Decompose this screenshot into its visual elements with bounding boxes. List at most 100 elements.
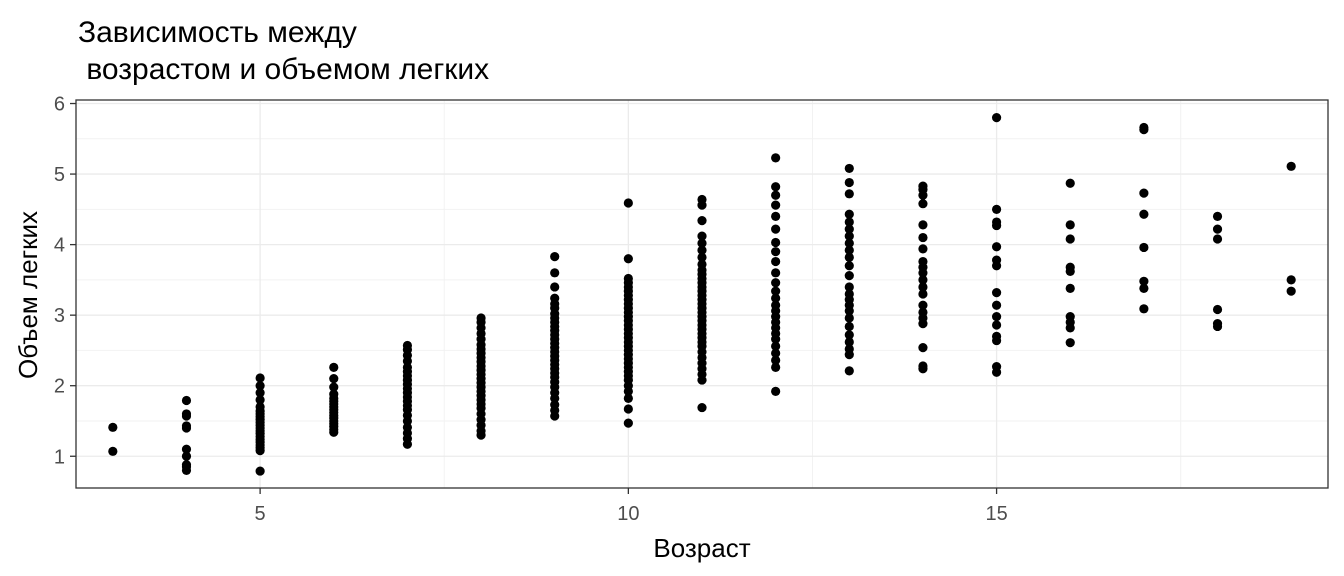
data-point bbox=[771, 237, 781, 248]
y-tick-label: 2 bbox=[54, 376, 65, 398]
data-point bbox=[550, 282, 560, 292]
data-point bbox=[991, 204, 1002, 214]
data-point bbox=[1212, 224, 1223, 234]
data-point bbox=[844, 289, 854, 299]
data-point bbox=[844, 217, 854, 227]
data-point bbox=[918, 244, 928, 254]
data-point bbox=[918, 282, 928, 292]
data-point bbox=[402, 362, 413, 372]
data-point bbox=[329, 382, 339, 392]
data-point bbox=[550, 268, 560, 278]
data-point bbox=[771, 256, 781, 267]
data-point bbox=[991, 362, 1002, 372]
data-point bbox=[844, 337, 854, 347]
data-point bbox=[1139, 283, 1149, 293]
x-axis-title: Возраст bbox=[653, 533, 750, 563]
data-point bbox=[1286, 275, 1296, 285]
data-point bbox=[181, 421, 192, 431]
data-point bbox=[1212, 304, 1223, 315]
data-point bbox=[1065, 338, 1075, 348]
data-point bbox=[255, 395, 265, 405]
data-point bbox=[771, 224, 781, 234]
data-point bbox=[1139, 122, 1149, 133]
data-point bbox=[697, 402, 707, 413]
data-point bbox=[108, 422, 118, 432]
y-tick-label: 1 bbox=[54, 446, 65, 468]
data-point bbox=[991, 320, 1002, 330]
data-point bbox=[771, 153, 781, 163]
data-point bbox=[1065, 283, 1075, 293]
data-point bbox=[991, 311, 1002, 322]
data-point bbox=[991, 331, 1002, 341]
data-point bbox=[1212, 211, 1223, 221]
data-point bbox=[1212, 319, 1223, 329]
data-point bbox=[844, 366, 854, 376]
data-point bbox=[991, 255, 1002, 265]
data-point bbox=[1065, 311, 1075, 322]
y-tick-label: 6 bbox=[54, 94, 65, 116]
data-point bbox=[844, 209, 854, 219]
data-point bbox=[1212, 234, 1223, 244]
data-point bbox=[771, 300, 781, 310]
data-point bbox=[181, 460, 192, 470]
data-point bbox=[329, 374, 339, 384]
y-axis-ticks: 1 2 3 4 5 6 bbox=[54, 94, 76, 468]
data-point bbox=[329, 389, 339, 399]
data-point bbox=[844, 330, 854, 340]
data-point bbox=[1065, 262, 1075, 272]
data-point bbox=[991, 217, 1002, 227]
data-point bbox=[697, 252, 707, 262]
y-tick-label: 3 bbox=[54, 305, 65, 327]
data-point bbox=[771, 293, 781, 303]
y-tick-label: 5 bbox=[54, 164, 65, 186]
data-point bbox=[402, 340, 413, 351]
data-point bbox=[844, 271, 854, 281]
data-point bbox=[623, 198, 633, 208]
data-point bbox=[108, 446, 118, 456]
data-point bbox=[844, 177, 854, 188]
data-point bbox=[255, 388, 265, 398]
data-point bbox=[991, 300, 1002, 310]
chart-title-line-1: Зависимость между bbox=[78, 16, 357, 49]
data-point bbox=[623, 254, 633, 264]
data-point bbox=[844, 231, 854, 241]
data-point bbox=[991, 287, 1002, 298]
data-point bbox=[771, 348, 781, 358]
data-point bbox=[550, 252, 560, 262]
data-point bbox=[550, 293, 560, 303]
data-point bbox=[181, 409, 192, 419]
data-point bbox=[402, 422, 413, 432]
data-point bbox=[771, 247, 781, 257]
data-point bbox=[844, 238, 854, 248]
data-point bbox=[1065, 234, 1075, 244]
data-point bbox=[1139, 242, 1149, 253]
data-point bbox=[844, 344, 854, 354]
x-axis-ticks: 5 10 15 bbox=[255, 488, 1008, 525]
y-axis-title: Объем легких bbox=[13, 211, 43, 379]
data-point bbox=[844, 252, 854, 262]
data-point bbox=[918, 300, 928, 310]
data-point bbox=[844, 189, 854, 199]
data-point bbox=[918, 343, 928, 353]
data-points bbox=[108, 113, 1296, 476]
data-point bbox=[1286, 286, 1296, 296]
data-point bbox=[771, 341, 781, 351]
data-point bbox=[771, 211, 781, 221]
data-point bbox=[255, 402, 265, 412]
data-point bbox=[1139, 209, 1149, 219]
data-point bbox=[550, 400, 560, 410]
data-point bbox=[255, 381, 265, 391]
data-point bbox=[623, 393, 633, 404]
x-tick-label: 15 bbox=[985, 503, 1007, 525]
data-point bbox=[771, 286, 781, 296]
data-point bbox=[329, 362, 339, 372]
data-point bbox=[918, 199, 928, 209]
data-point bbox=[1286, 161, 1296, 171]
data-point bbox=[1139, 188, 1149, 198]
data-point bbox=[844, 282, 854, 292]
data-point bbox=[844, 261, 854, 271]
x-tick-label: 5 bbox=[255, 503, 266, 525]
data-point bbox=[771, 200, 781, 210]
chart-title-line-2: возрастом и объемом легких bbox=[78, 53, 490, 86]
data-point bbox=[255, 373, 265, 383]
